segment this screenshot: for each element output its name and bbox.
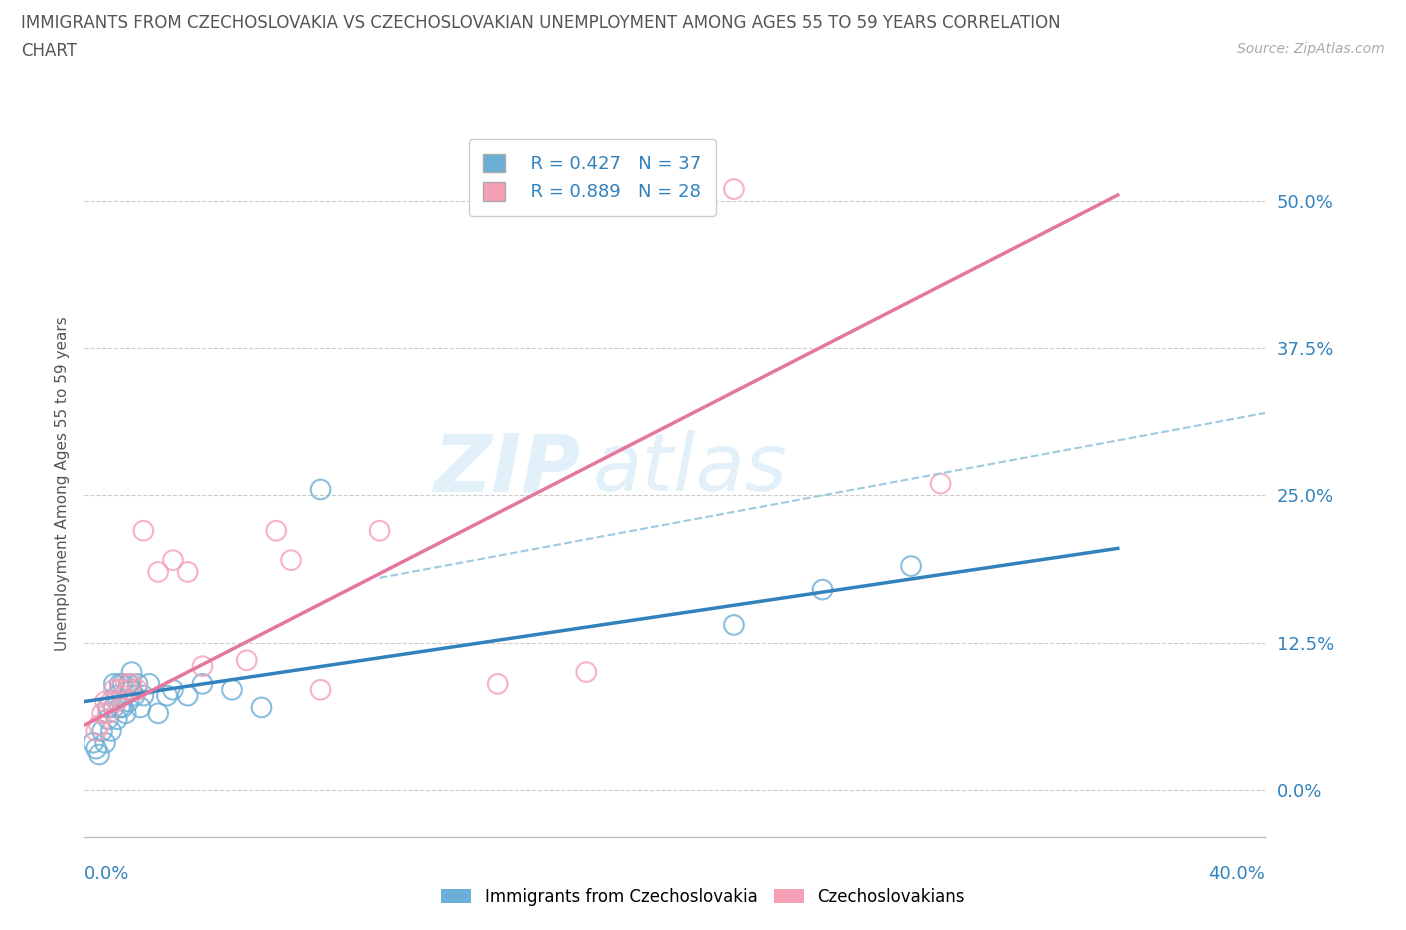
Point <box>264 524 288 538</box>
Point <box>900 559 922 574</box>
Point <box>97 706 120 721</box>
Point <box>111 676 134 691</box>
Point <box>91 724 114 738</box>
Point <box>121 683 143 698</box>
Point <box>105 711 128 726</box>
Point <box>191 676 214 691</box>
Point <box>118 694 141 709</box>
Point <box>87 718 111 733</box>
Point <box>82 736 104 751</box>
Point <box>191 658 214 673</box>
Point <box>121 665 143 680</box>
Point <box>121 676 143 691</box>
Point <box>94 736 117 751</box>
Point <box>127 676 149 691</box>
Text: atlas: atlas <box>592 431 787 509</box>
Point <box>280 552 302 567</box>
Point <box>97 711 120 726</box>
Point <box>84 724 107 738</box>
Point <box>235 653 259 668</box>
Text: 40.0%: 40.0% <box>1209 865 1265 883</box>
Point <box>114 706 136 721</box>
Point <box>177 688 200 703</box>
Point <box>132 524 155 538</box>
Text: ZIP: ZIP <box>433 431 581 509</box>
Text: Source: ZipAtlas.com: Source: ZipAtlas.com <box>1237 42 1385 56</box>
Point <box>84 741 107 756</box>
Point <box>368 524 391 538</box>
Point <box>148 706 170 721</box>
Point <box>108 683 131 698</box>
Point <box>723 618 745 632</box>
Point <box>811 582 834 597</box>
Point <box>148 565 170 579</box>
Point <box>575 665 598 680</box>
Point <box>100 694 122 709</box>
Point <box>111 700 134 715</box>
Point <box>486 676 509 691</box>
Point <box>87 747 111 762</box>
Text: CHART: CHART <box>21 42 77 60</box>
Point <box>132 688 155 703</box>
Point <box>103 676 125 691</box>
Point <box>105 694 128 709</box>
Y-axis label: Unemployment Among Ages 55 to 59 years: Unemployment Among Ages 55 to 59 years <box>55 316 70 651</box>
Point <box>114 676 136 691</box>
Point <box>162 683 184 698</box>
Legend:   R = 0.427   N = 37,   R = 0.889   N = 28: R = 0.427 N = 37, R = 0.889 N = 28 <box>468 140 716 216</box>
Legend: Immigrants from Czechoslovakia, Czechoslovakians: Immigrants from Czechoslovakia, Czechosl… <box>434 881 972 912</box>
Point <box>309 683 332 698</box>
Text: 0.0%: 0.0% <box>84 865 129 883</box>
Point <box>105 688 128 703</box>
Point <box>103 700 125 715</box>
Point <box>309 482 332 497</box>
Point <box>97 700 120 715</box>
Point <box>118 683 141 698</box>
Point <box>156 688 179 703</box>
Point <box>108 676 131 691</box>
Point <box>129 700 152 715</box>
Point <box>124 688 146 703</box>
Point <box>108 700 131 715</box>
Point <box>177 565 200 579</box>
Point <box>138 676 160 691</box>
Point <box>103 683 125 698</box>
Point <box>127 683 149 698</box>
Point <box>91 706 114 721</box>
Point <box>250 700 273 715</box>
Point <box>100 724 122 738</box>
Point <box>94 694 117 709</box>
Text: IMMIGRANTS FROM CZECHOSLOVAKIA VS CZECHOSLOVAKIAN UNEMPLOYMENT AMONG AGES 55 TO : IMMIGRANTS FROM CZECHOSLOVAKIA VS CZECHO… <box>21 14 1060 32</box>
Point <box>118 676 141 691</box>
Point <box>723 181 745 196</box>
Point <box>162 552 184 567</box>
Point <box>221 683 243 698</box>
Point <box>929 476 952 491</box>
Point <box>111 688 134 703</box>
